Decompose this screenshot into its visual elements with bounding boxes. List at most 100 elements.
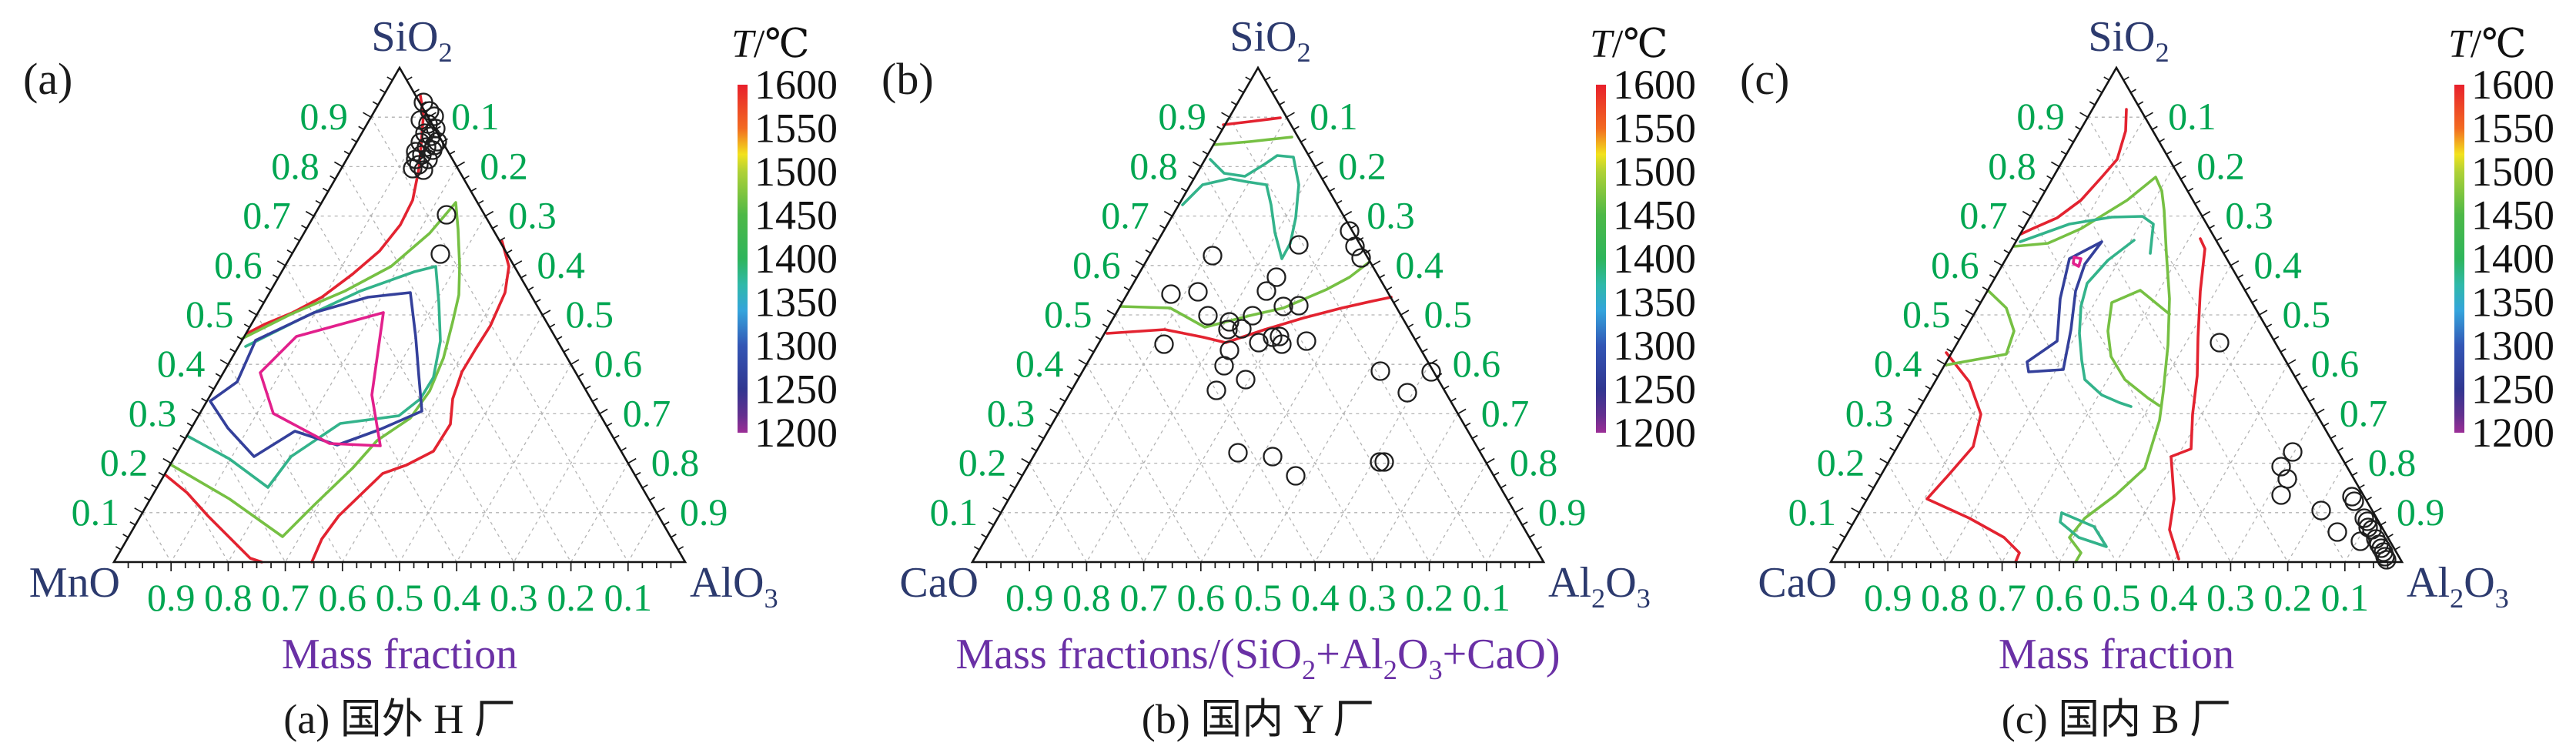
grid-line <box>1057 413 1145 563</box>
tick-mark <box>305 210 315 217</box>
tick-mark <box>1407 323 1414 328</box>
bottom-axis-tick-label: 0.1 <box>2321 576 2370 619</box>
data-point <box>1219 312 1239 332</box>
grid-line <box>627 512 657 563</box>
tick-mark <box>151 484 158 489</box>
tick-mark <box>1130 274 1137 279</box>
tick-mark <box>1989 274 1996 279</box>
bottom-axis-tick-label: 0.7 <box>1978 576 2026 619</box>
contour-line-1400 <box>2059 511 2108 548</box>
tick-mark <box>2022 210 2032 217</box>
right-axis-tick-label: 0.8 <box>651 441 700 484</box>
tick-mark <box>208 385 215 390</box>
tick-mark <box>258 299 265 303</box>
right-axis-tick-label: 0.7 <box>1481 391 1530 434</box>
grid-line <box>142 512 172 563</box>
bottom-axis-tick-label: 0.4 <box>2149 576 2198 619</box>
bottom-axis-tick-label: 0.6 <box>2036 576 2084 619</box>
left-axis-tick-label: 0.1 <box>72 490 120 534</box>
colorbar-tick-label: 1200 <box>2471 410 2554 456</box>
tick-mark <box>1846 521 1853 526</box>
right-axis-tick-label: 0.3 <box>508 194 557 237</box>
tick-mark <box>186 422 193 427</box>
tick-mark <box>2280 348 2287 353</box>
tick-mark <box>276 260 286 266</box>
colorbar-tick-label: 1550 <box>1613 105 1696 152</box>
tick-mark <box>634 471 641 477</box>
colorbar <box>738 85 748 433</box>
formula-segment: 2 <box>1302 654 1316 685</box>
tick-mark <box>158 471 165 477</box>
tick-mark <box>1371 260 1381 266</box>
tick-mark <box>2194 199 2201 205</box>
data-point <box>1370 452 1390 472</box>
grid-line <box>399 314 544 563</box>
left-axis-tick-label: 0.5 <box>1902 293 1951 336</box>
tick-mark <box>1300 138 1307 143</box>
right-axis-tick-label: 0.2 <box>480 144 528 187</box>
grid-lines <box>1858 116 2374 563</box>
tick-mark <box>1896 434 1903 440</box>
colorbar-tick-label: 1350 <box>2471 279 2554 326</box>
bottom-axis-tick-label: 0.6 <box>319 576 367 619</box>
tick-mark <box>1216 126 1223 130</box>
tick-mark <box>2180 175 2186 180</box>
tick-mark <box>406 76 413 81</box>
right-axis-tick-label: 0.9 <box>680 490 728 534</box>
formula-segment: 2 <box>2155 37 2169 68</box>
colorbar <box>2454 85 2464 433</box>
grid-line <box>1029 116 1287 563</box>
data-point <box>1203 246 1223 266</box>
data-point <box>1370 361 1390 381</box>
bottom-axis-tick-label: 0.6 <box>1177 576 1226 619</box>
tick-mark <box>1102 323 1109 328</box>
panel-caption: (a) 国外 H 厂 <box>283 696 515 742</box>
tick-mark <box>191 408 200 415</box>
data-point <box>1236 370 1256 390</box>
tick-mark <box>570 359 580 365</box>
tick-mark <box>301 224 307 229</box>
right-corner-component-label: Al2O3 <box>1548 559 1651 614</box>
right-corner-component-label: Al2O3 <box>2407 559 2509 614</box>
contour-line-1600 <box>164 474 263 564</box>
panel-c: 0.9 0.1 0.9 0.8 0.2 0.8 0.7 0.3 0.7 0.6 0.4 0.6 0.5 0… <box>1717 0 2576 743</box>
tick-mark <box>1192 161 1202 168</box>
tick-mark <box>1322 175 1328 180</box>
tick-mark <box>513 260 523 266</box>
grid-line <box>1143 216 1344 563</box>
tick-mark <box>427 112 437 118</box>
tick-mark <box>591 397 598 403</box>
tick-mark <box>1293 126 1300 130</box>
grid-line <box>1114 314 1259 563</box>
x-axis-label: Mass fractions/(SiO2+Al2O3+CaO) <box>955 631 1560 685</box>
tick-mark <box>315 199 322 205</box>
tick-mark <box>2287 359 2297 365</box>
tick-mark <box>1066 385 1073 390</box>
data-point <box>437 205 457 225</box>
tick-mark <box>1078 359 1087 365</box>
right-axis-tick-label: 0.5 <box>2283 293 2331 336</box>
grid-line <box>1371 413 1459 563</box>
formula-segment: SiO <box>371 13 438 61</box>
apex-component-label: SiO2 <box>1229 13 1310 68</box>
tick-mark <box>577 373 584 377</box>
grid-line <box>285 216 486 563</box>
data-point <box>1296 331 1316 351</box>
formula-segment: /℃ <box>754 22 810 66</box>
colorbar-tick-label: 1300 <box>1613 323 1696 369</box>
tick-mark <box>2075 126 2082 130</box>
data-point <box>2210 333 2230 353</box>
tick-mark <box>2394 546 2401 551</box>
colorbar-tick-label: 1450 <box>2471 192 2554 239</box>
right-axis-tick-label: 0.8 <box>2368 441 2417 484</box>
tick-mark <box>1159 224 1166 229</box>
x-axis-label: Mass fraction <box>1999 631 2234 678</box>
tick-mark <box>1457 408 1467 415</box>
contour-line-1600 <box>2019 108 2128 236</box>
contour-line-1400 <box>2019 215 2155 255</box>
bottom-axis-tick-label: 0.7 <box>1119 576 1168 619</box>
left-axis-tick-label: 0.7 <box>243 194 291 237</box>
tick-mark <box>265 286 272 291</box>
tick-mark <box>1264 76 1271 81</box>
